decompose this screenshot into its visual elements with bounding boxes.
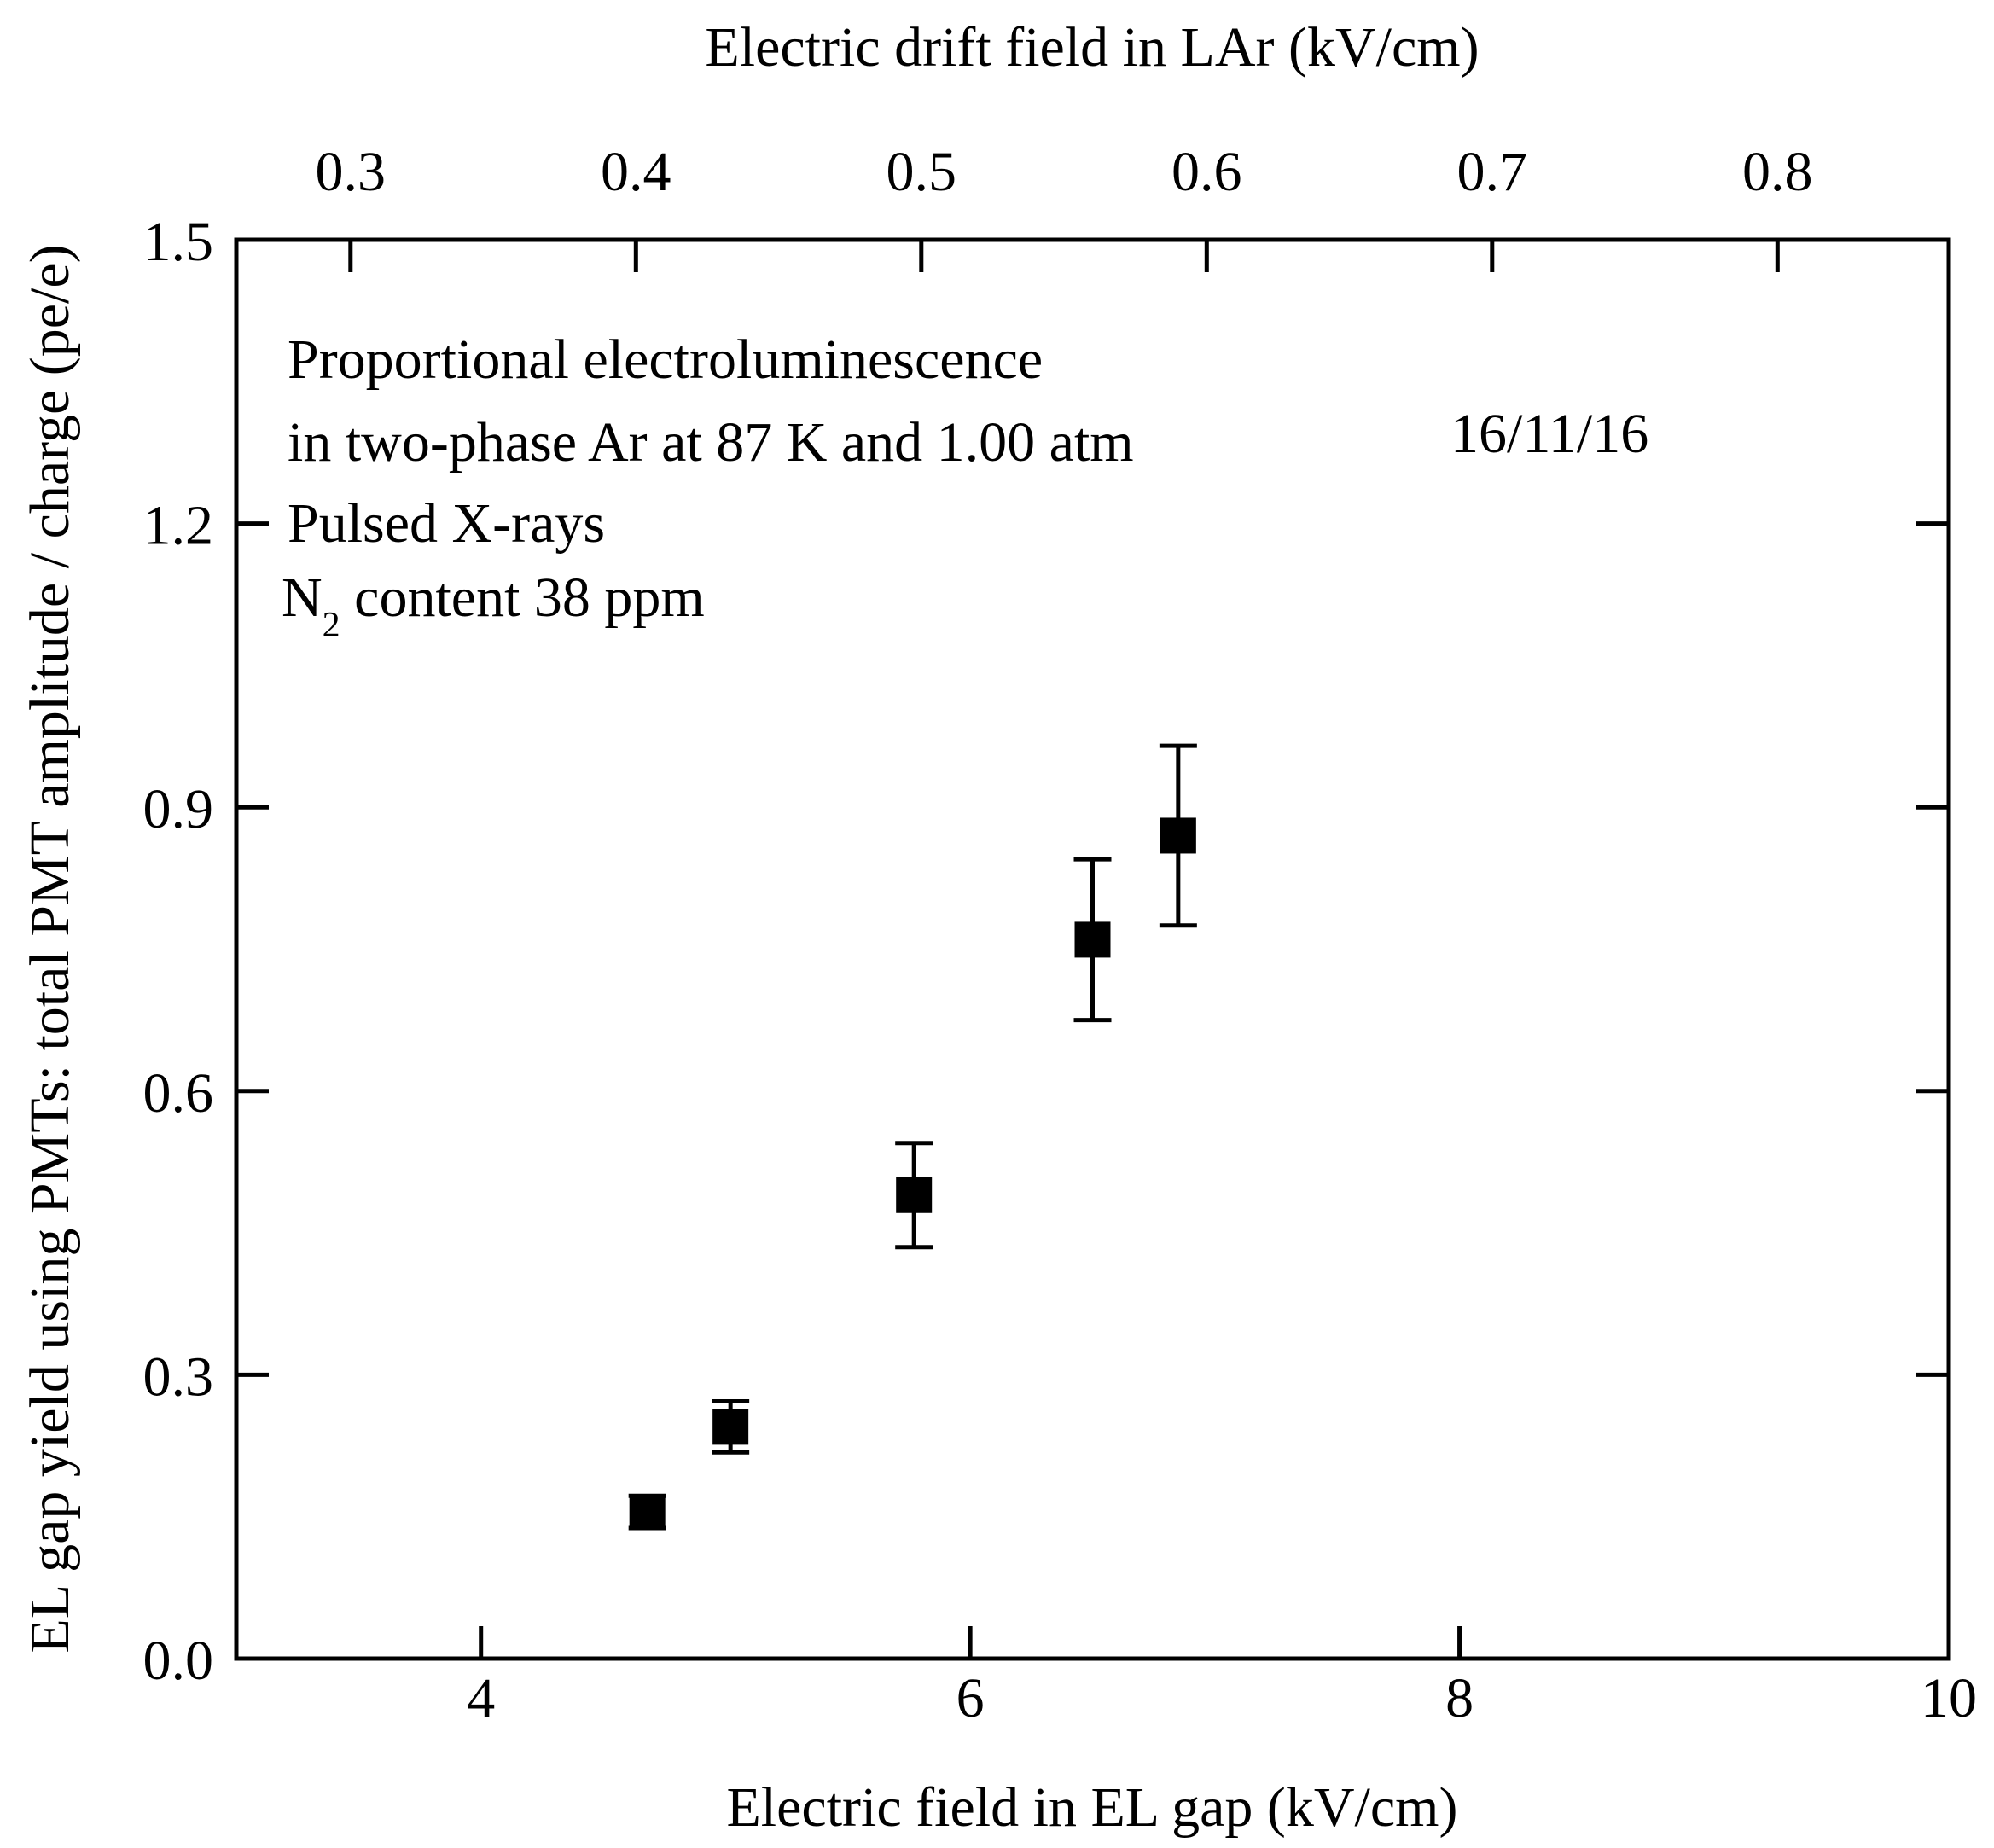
x2-tick-label: 0.3 [316,141,387,203]
y-tick-label: 0.3 [143,1345,214,1408]
annotation-n2-rest: content 38 ppm [340,567,705,629]
y-tick-label: 1.2 [143,495,214,557]
data-point [896,1177,933,1213]
y-tick-label: 0.0 [143,1630,214,1692]
x2-tick-label: 0.4 [601,141,671,203]
data-point [712,1409,749,1445]
annotation-n2-sub: 2 [323,606,340,645]
annotation-line-2: in two-phase Ar at 87 K and 1.00 atm [288,411,1134,474]
annotation-line-3: Pulsed X-rays [288,492,605,555]
x-tick-label: 10 [1921,1667,1977,1729]
x-tick-label: 8 [1445,1667,1474,1729]
y-tick-label: 0.6 [143,1062,214,1124]
x2-tick-label: 0.5 [887,141,957,203]
x-axis-title: Electric field in EL gap (kV/cm) [726,1776,1457,1839]
x2-axis-title: Electric drift field in LAr (kV/cm) [705,16,1479,78]
y-tick-label: 1.5 [143,211,214,273]
data-point [629,1494,666,1531]
x2-tick-label: 0.8 [1742,141,1813,203]
x-tick-label: 6 [956,1667,985,1729]
x2-tick-label: 0.7 [1457,141,1528,203]
annotation-line-1: Proportional electroluminescence [288,328,1043,391]
y-axis-title: EL gap yield using PMTs: total PMT ampli… [19,244,81,1653]
annotation-line-4: N2 content 38 ppm [282,567,705,645]
tick-marks [236,237,1951,1661]
data-marks [628,743,1197,1531]
tick-labels: 4 6 8 10 0.0 0.3 0.6 0.9 1.2 1.5 0.3 0.4 0.5 0.6 0.7 0.… [143,141,1978,1729]
x-tick-label: 4 [467,1667,495,1729]
data-point [1160,817,1196,854]
plot-frame [234,237,1951,1661]
x2-tick-label: 0.6 [1171,141,1242,203]
data-point [1074,921,1111,958]
annotation-date: 16/11/16 [1450,403,1648,465]
y-tick-label: 0.9 [143,778,214,840]
annotation-n2-base: N [282,567,323,629]
